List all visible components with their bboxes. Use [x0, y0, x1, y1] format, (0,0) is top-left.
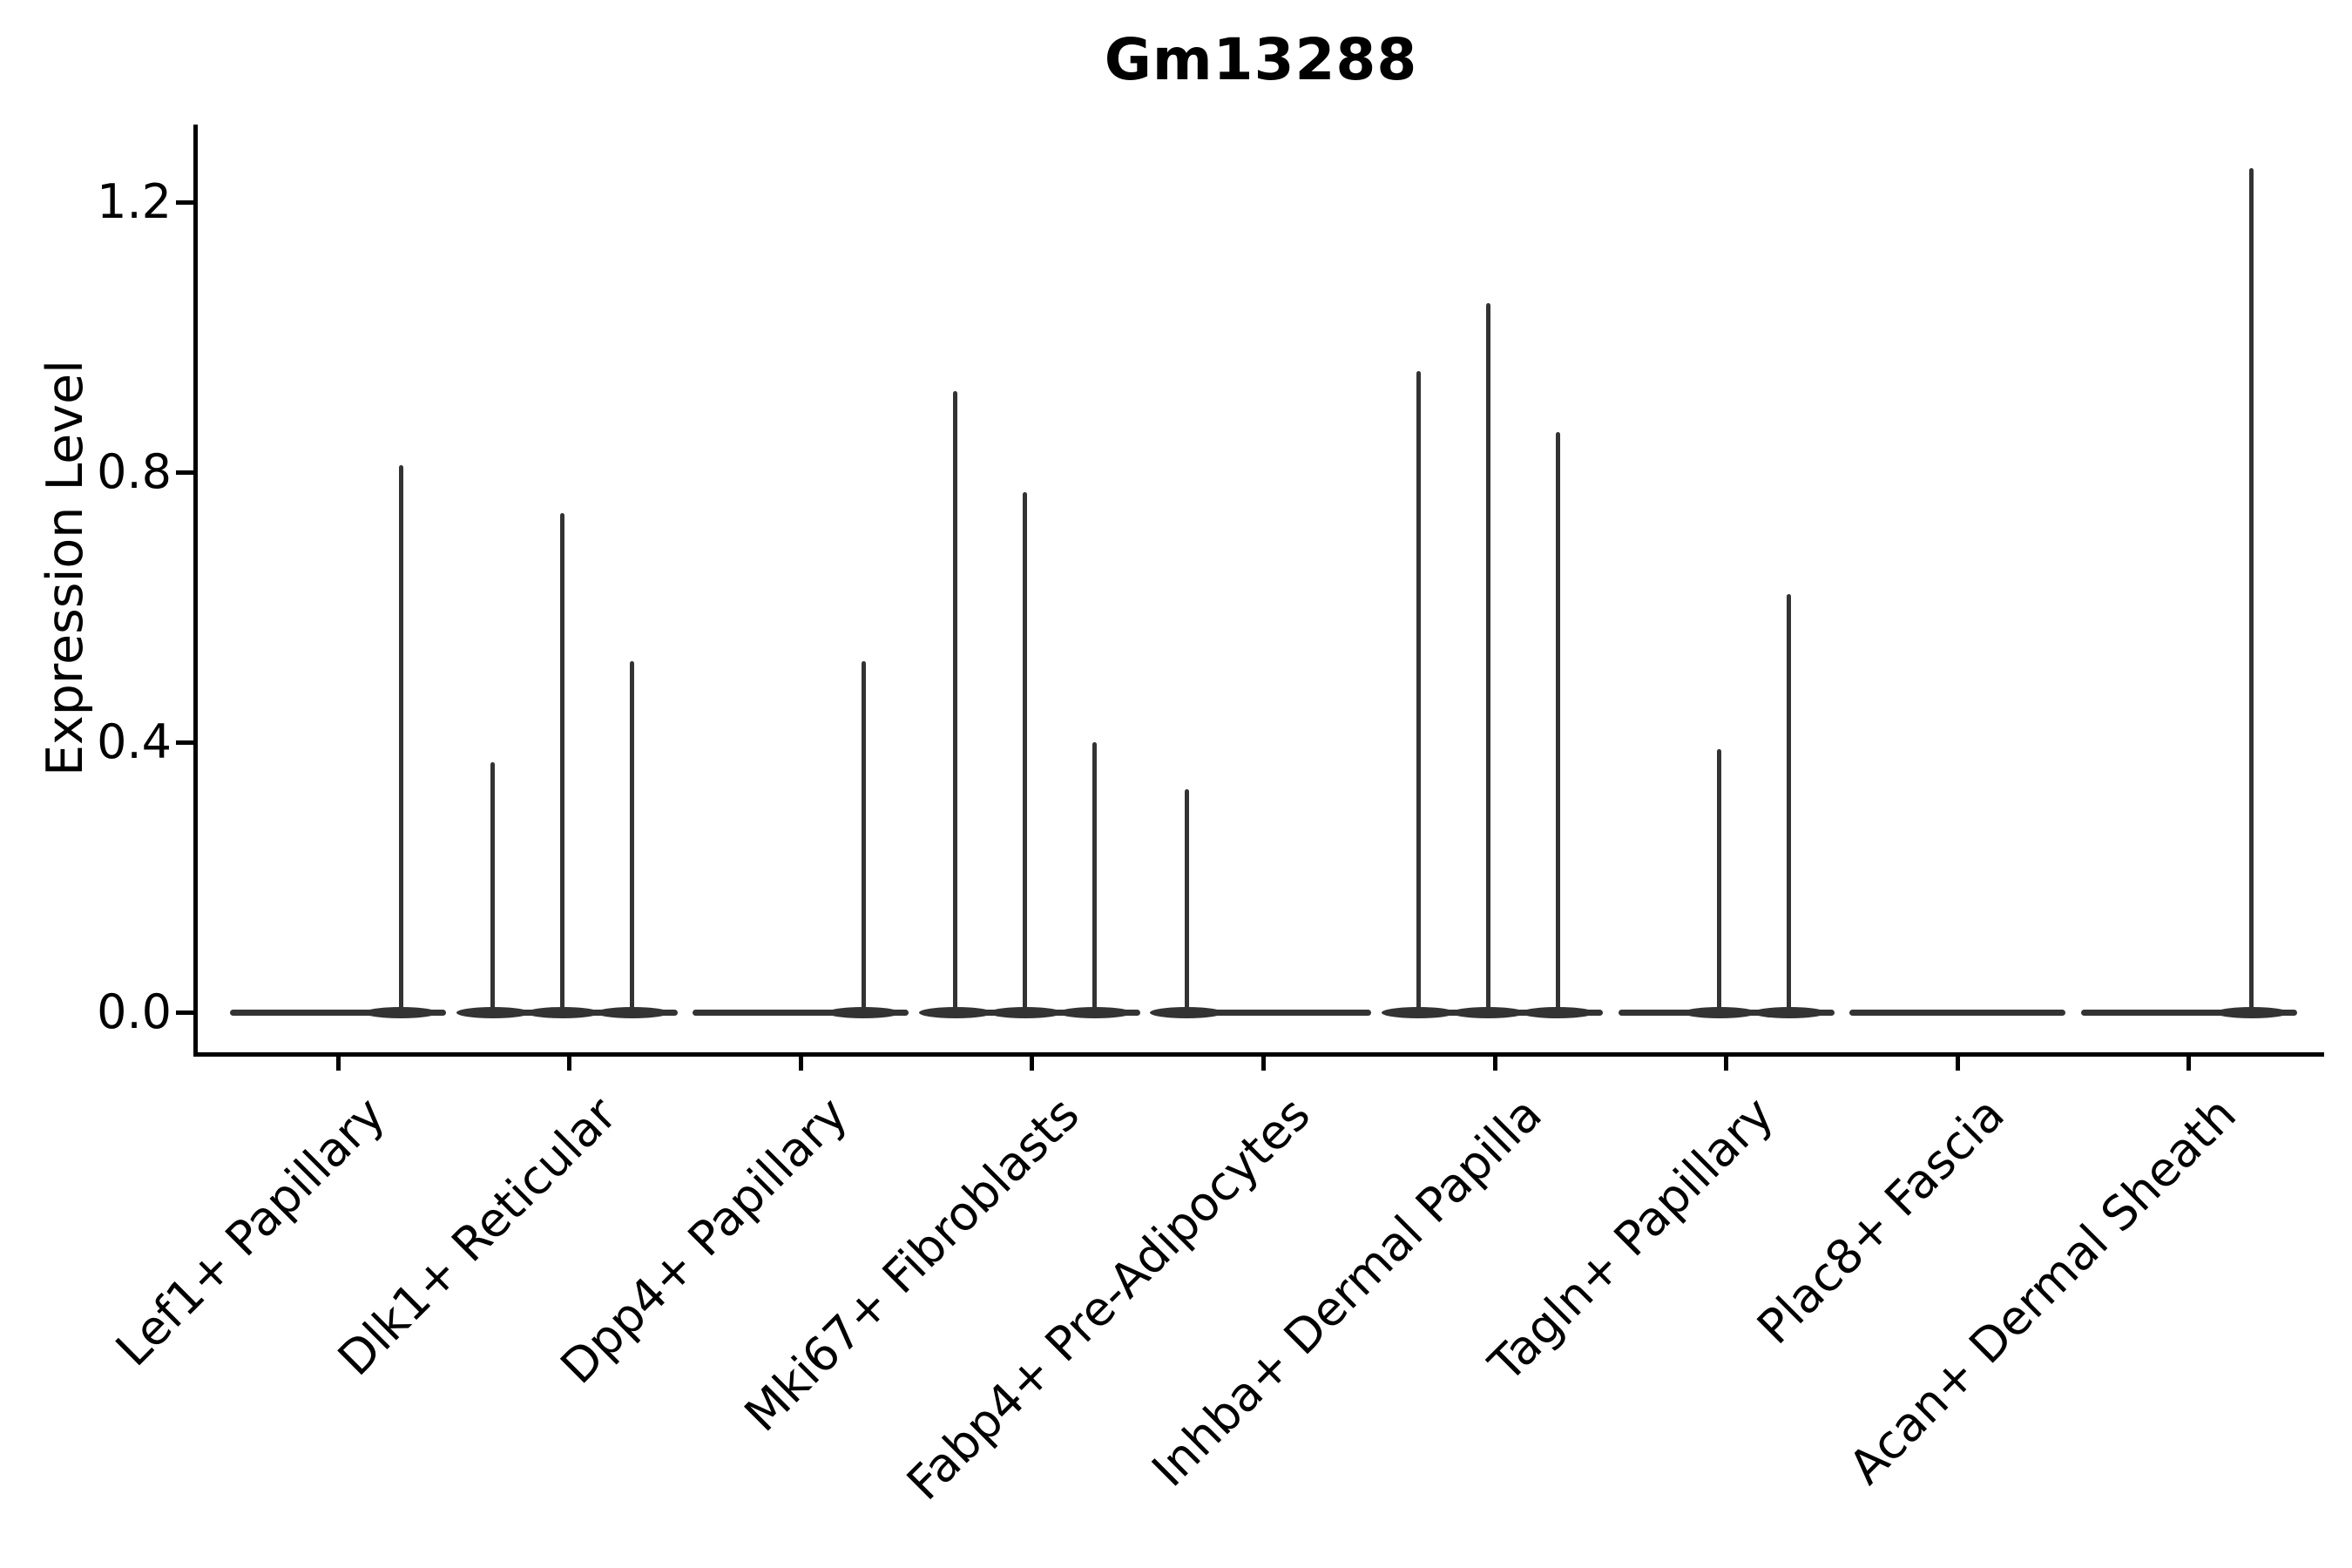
violin-spike — [1092, 742, 1098, 1016]
violin-spike — [1023, 492, 1028, 1016]
chart-title: Gm13288 — [1104, 26, 1418, 93]
x-tick — [798, 1057, 803, 1071]
x-tick — [567, 1057, 572, 1071]
y-tick — [176, 470, 193, 475]
violin-spike — [490, 762, 496, 1016]
violin-spike — [1555, 431, 1560, 1016]
x-tick — [1030, 1057, 1035, 1071]
y-tick-label: 0.8 — [97, 444, 172, 499]
violin-spike — [1787, 593, 1792, 1016]
violin-spike — [1485, 303, 1490, 1016]
x-tick — [2186, 1057, 2192, 1071]
violin-baseline — [2080, 1009, 2297, 1016]
x-tick — [1492, 1057, 1497, 1071]
violin-spike — [1416, 370, 1421, 1016]
x-tick — [1724, 1057, 1729, 1071]
violin-spike — [630, 661, 635, 1016]
x-tick — [1955, 1057, 1960, 1071]
violin-baseline — [230, 1009, 446, 1016]
violin-baseline — [1155, 1009, 1372, 1016]
violin-baseline — [693, 1009, 909, 1016]
y-tick-label: 1.2 — [97, 174, 172, 229]
y-axis-label: Expression Level — [37, 360, 94, 776]
violin-spike — [560, 512, 565, 1016]
y-tick — [176, 1010, 193, 1015]
violin-spike — [1184, 789, 1189, 1016]
x-tick — [335, 1057, 341, 1071]
y-tick — [176, 740, 193, 745]
y-tick — [176, 199, 193, 205]
violin-baseline — [1849, 1009, 2066, 1016]
y-tick-label: 0.4 — [97, 714, 172, 769]
violin-spike — [2249, 168, 2254, 1016]
y-axis-spine — [193, 125, 198, 1057]
y-tick-label: 0.0 — [97, 984, 172, 1039]
violin-spike — [1717, 748, 1722, 1016]
violin-spike — [953, 391, 958, 1016]
violin-spike — [861, 661, 866, 1016]
x-tick — [1260, 1057, 1266, 1071]
violin-spike — [398, 465, 403, 1016]
x-axis-spine — [193, 1052, 2324, 1057]
